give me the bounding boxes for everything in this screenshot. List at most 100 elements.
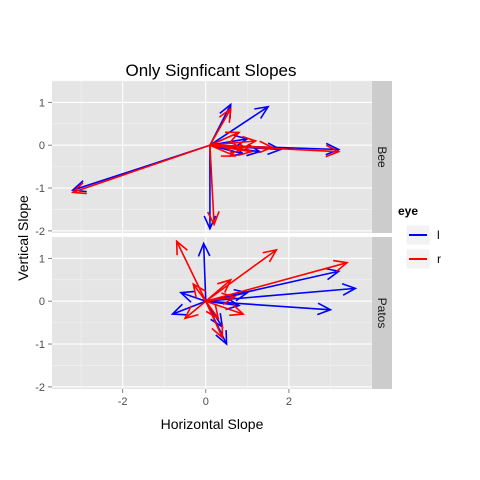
- vector-arrow: [209, 140, 275, 154]
- vector-arrowhead: [221, 292, 237, 306]
- vector-arrow: [197, 241, 211, 302]
- legend-entries: lr: [405, 224, 441, 270]
- vector-arrowhead: [197, 241, 211, 257]
- vector-arrow: [209, 141, 246, 155]
- vector-arrow: [170, 300, 207, 316]
- legend-label: l: [437, 228, 440, 242]
- y-tick-label: 1: [39, 253, 45, 265]
- vector-shaft: [202, 243, 207, 302]
- vector-shaft: [205, 300, 219, 319]
- vector-arrowhead: [237, 143, 254, 157]
- vector-arrow: [205, 300, 220, 320]
- vector-shaft: [209, 106, 269, 146]
- vector-arrowhead: [258, 140, 275, 154]
- vector-arrowhead: [233, 288, 250, 302]
- vector-arrowhead: [262, 248, 279, 263]
- y-tick-label: -2: [35, 226, 45, 238]
- vector-arrowhead: [206, 211, 220, 227]
- vector-arrow: [192, 282, 207, 302]
- vector-arrowhead: [254, 105, 270, 119]
- vector-arrow: [205, 300, 246, 317]
- vector-arrowhead: [170, 303, 187, 316]
- vector-arrowhead: [175, 239, 188, 256]
- vector-shaft: [209, 108, 232, 146]
- vector-arrow: [209, 144, 237, 157]
- vector-shaft: [205, 279, 232, 302]
- vector-arrowhead: [325, 144, 341, 158]
- vector-arrowhead: [341, 283, 358, 296]
- legend-label: r: [437, 252, 441, 266]
- legend-entry: r: [405, 248, 441, 270]
- vector-shaft: [209, 144, 236, 157]
- x-tick-label: 0: [203, 396, 209, 408]
- vector-arrow: [205, 278, 233, 302]
- legend: eye lr: [398, 204, 441, 270]
- vector-arrowhead: [218, 107, 232, 123]
- vector-arrowhead: [229, 303, 246, 317]
- vector-shaft: [205, 296, 235, 303]
- vector-shaft: [209, 145, 215, 225]
- vector-arrowhead: [217, 278, 233, 293]
- vector-shaft: [205, 249, 277, 302]
- vector-arrowhead: [178, 290, 195, 303]
- vector-shaft: [180, 291, 207, 302]
- vector-arrowhead: [70, 182, 87, 195]
- vector-arrowhead: [70, 180, 87, 193]
- vector-arrow: [183, 300, 207, 320]
- facet-strip: [372, 237, 392, 389]
- y-tick-label: -1: [35, 339, 45, 351]
- y-tick-label: 1: [39, 97, 45, 109]
- y-tick-label: -2: [35, 382, 45, 394]
- vector-arrowhead: [205, 304, 220, 320]
- vector-arrowhead: [183, 305, 199, 320]
- vector-arrowhead: [192, 282, 206, 298]
- facet-panel-bee: Bee -2 -1 0 1: [35, 80, 392, 238]
- vector-arrow: [205, 248, 279, 302]
- vector-arrow: [70, 144, 211, 195]
- vector-shaft: [192, 283, 207, 302]
- x-tick-label: 2: [286, 396, 292, 408]
- x-tick-label: -2: [118, 396, 128, 408]
- y-tick-labels: -2 -1 0 1: [35, 97, 52, 238]
- vector-shaft: [72, 144, 211, 194]
- y-tick-label: 0: [39, 140, 45, 152]
- vector-arrowhead: [225, 131, 241, 144]
- vector-arrowhead: [242, 135, 258, 149]
- vector-arrowhead: [333, 259, 349, 273]
- facet-vectors: [170, 239, 358, 346]
- vector-arrow: [206, 145, 220, 227]
- facet-panel-patos: Patos -2 -1 0 1: [35, 236, 392, 394]
- legend-entry: l: [405, 224, 440, 246]
- x-axis-title: Horizontal Slope: [161, 416, 264, 432]
- vector-arrowhead: [225, 297, 241, 311]
- vector-arrow: [209, 131, 241, 146]
- vector-arrowhead: [215, 330, 228, 346]
- vector-shaft: [205, 300, 224, 338]
- vector-arrowhead: [324, 267, 341, 281]
- vector-arrow: [209, 105, 270, 146]
- vector-shaft: [184, 300, 207, 319]
- y-tick-label: 0: [39, 296, 45, 308]
- vector-shaft: [209, 144, 273, 149]
- vector-arrow: [178, 290, 207, 303]
- vector-arrow: [175, 239, 207, 302]
- y-axis-title: Vertical Slope: [15, 195, 31, 281]
- legend-title: eye: [398, 204, 418, 218]
- y-tick-labels: -2 -1 0 1: [35, 253, 52, 394]
- vector-arrowhead: [211, 323, 224, 340]
- vector-arrowhead: [229, 141, 246, 155]
- facet-strip: [372, 81, 392, 233]
- vector-shaft: [205, 300, 244, 315]
- vector-shaft: [209, 131, 240, 146]
- vector-shaft: [209, 144, 244, 151]
- vector-arrow: [205, 300, 224, 340]
- chart-title: Only Signficant Slopes: [125, 61, 296, 80]
- facet-strip-label: Bee: [375, 146, 389, 168]
- facet-vectors: [70, 102, 341, 231]
- vector-shaft: [172, 300, 207, 315]
- vector-arrowhead: [317, 302, 333, 316]
- vector-arrow: [209, 107, 232, 146]
- facet-panel-background: [52, 81, 372, 233]
- facet-strip-label: Patos: [375, 298, 389, 329]
